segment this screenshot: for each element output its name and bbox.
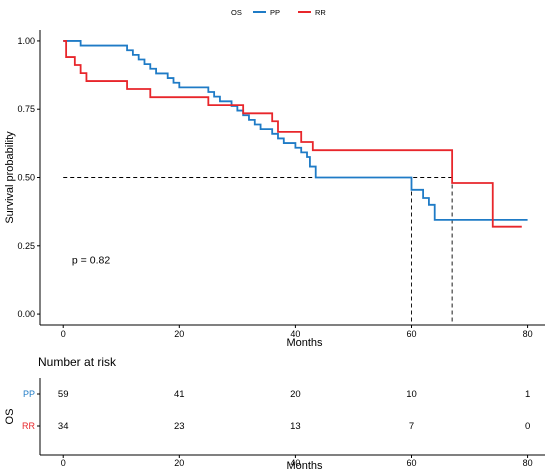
risk-count: 0 (525, 421, 530, 432)
risk-count: 7 (409, 421, 414, 432)
legend-label-rr: RR (315, 8, 326, 17)
y-tick-label: 0.25 (17, 241, 35, 251)
survival-curve-rr (63, 40, 522, 228)
risk-count: 1 (525, 389, 530, 400)
risk-row-label-rr: RR (22, 421, 35, 431)
risk-table-x-axis-title: Months (286, 460, 323, 471)
legend-label-pp: PP (270, 8, 280, 17)
risk-count: 10 (406, 389, 417, 400)
risk-table-x-tick-label: 0 (61, 458, 66, 468)
y-axis-title: Survival probability (4, 131, 16, 224)
risk-table-title: Number at risk (38, 355, 117, 369)
risk-table-x-tick-label: 60 (406, 458, 416, 468)
risk-table-x-tick-label: 40 (290, 458, 300, 468)
risk-count: 59 (58, 389, 69, 400)
risk-count: 13 (290, 421, 301, 432)
risk-count: 23 (174, 421, 185, 432)
risk-table-x-tick-label: 80 (523, 458, 533, 468)
survival-curve-pp (63, 40, 528, 221)
risk-count: 41 (174, 389, 185, 400)
risk-count: 34 (58, 421, 69, 432)
x-tick-label: 40 (290, 329, 300, 339)
risk-count: 20 (290, 389, 301, 400)
x-tick-label: 0 (61, 329, 66, 339)
y-tick-label: 0.75 (17, 104, 35, 114)
legend: OS PP RR (231, 8, 326, 17)
risk-row-label-pp: PP (23, 389, 35, 399)
x-axis-title: Months (286, 337, 323, 349)
risk-table-x-tick-label: 20 (174, 458, 184, 468)
y-tick-label: 1.00 (17, 36, 35, 46)
x-tick-label: 60 (406, 329, 416, 339)
y-tick-label: 0.00 (17, 309, 35, 319)
legend-title: OS (231, 8, 242, 17)
risk-table-row-axis-title: OS (4, 409, 16, 425)
p-value-annotation: p = 0.82 (72, 254, 110, 266)
x-tick-label: 80 (523, 329, 533, 339)
y-tick-label: 0.50 (17, 173, 35, 183)
x-tick-label: 20 (174, 329, 184, 339)
